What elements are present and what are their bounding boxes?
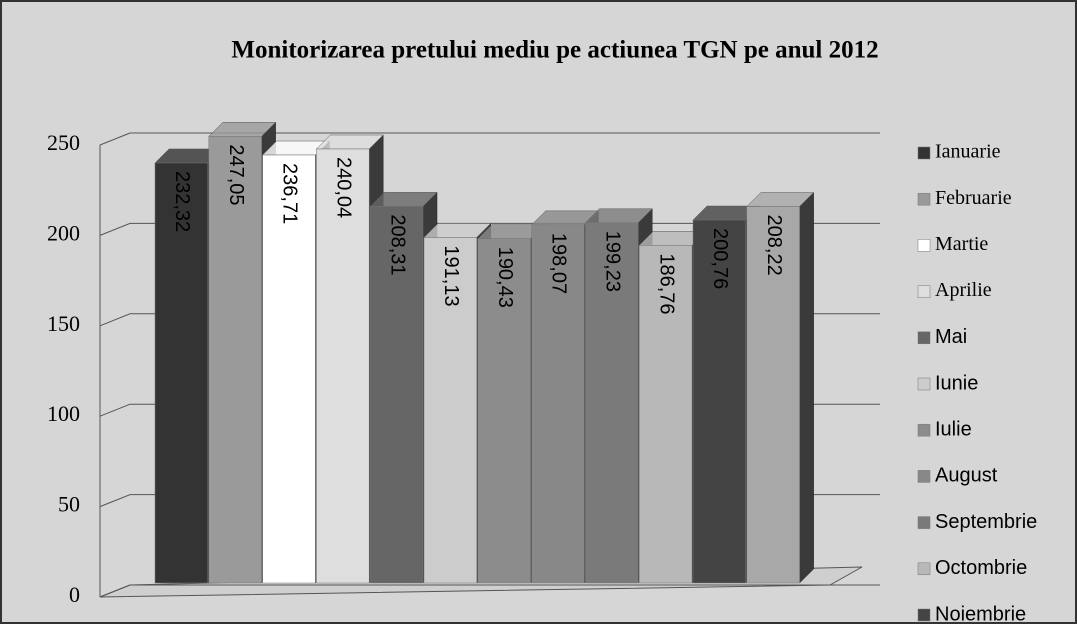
data-label: 208,22 — [763, 215, 785, 276]
data-label: 186,76 — [655, 253, 677, 314]
legend-label: Noiembrie — [935, 603, 1026, 624]
bar — [477, 238, 531, 584]
legend-label: Septembrie — [935, 511, 1037, 533]
bar — [585, 222, 639, 584]
legend-swatch — [917, 470, 931, 483]
legend-swatch — [917, 608, 931, 622]
bar — [262, 154, 316, 584]
legend-label: Iunie — [935, 372, 978, 394]
legend-swatch — [917, 146, 931, 160]
y-tick-label: 150 — [47, 311, 80, 336]
bar-side — [799, 191, 814, 584]
bar — [154, 162, 209, 584]
legend-label: August — [935, 465, 998, 487]
legend-swatch — [917, 239, 931, 252]
y-tick-label: 100 — [47, 401, 80, 426]
y-tick-label: 0 — [69, 582, 80, 607]
data-label: 199,23 — [602, 231, 624, 292]
legend-swatch — [917, 377, 931, 391]
y-tick-label: 50 — [58, 492, 80, 517]
data-label: 247,05 — [225, 144, 247, 205]
bar — [369, 206, 424, 584]
bar — [208, 136, 262, 584]
legend-label: Februarie — [935, 187, 1012, 209]
data-label: 198,07 — [548, 233, 570, 294]
bar — [638, 245, 693, 584]
legend-swatch — [917, 285, 931, 298]
bar — [316, 148, 370, 584]
legend-label: Mai — [935, 326, 967, 348]
legend-swatch — [917, 516, 931, 529]
legend-swatch — [917, 192, 931, 206]
data-label: 208,31 — [386, 214, 408, 275]
data-label: 190,43 — [494, 247, 516, 308]
data-label: 191,13 — [440, 245, 462, 306]
legend-swatch — [917, 331, 931, 345]
data-label: 232,32 — [171, 171, 193, 232]
data-label: 236,71 — [279, 163, 301, 224]
bar — [531, 224, 585, 584]
grid-line — [99, 584, 880, 598]
legend-label: Ianuarie — [935, 141, 1001, 163]
data-label: 200,76 — [709, 228, 731, 289]
data-label: 240,04 — [333, 157, 355, 218]
grid-line — [99, 132, 880, 146]
bar — [746, 206, 800, 584]
bar — [423, 237, 478, 584]
chart-title: Monitorizarea pretului mediu pe actiunea… — [231, 37, 878, 64]
y-tick-label: 250 — [47, 130, 80, 155]
bar — [692, 219, 747, 584]
legend-swatch — [917, 562, 931, 576]
legend-swatch — [917, 423, 931, 437]
legend-label: Martie — [935, 233, 988, 255]
y-tick-label: 200 — [47, 220, 80, 245]
legend-label: Octombrie — [935, 557, 1027, 579]
legend-label: Aprilie — [935, 279, 992, 301]
legend-label: Iulie — [935, 418, 972, 440]
